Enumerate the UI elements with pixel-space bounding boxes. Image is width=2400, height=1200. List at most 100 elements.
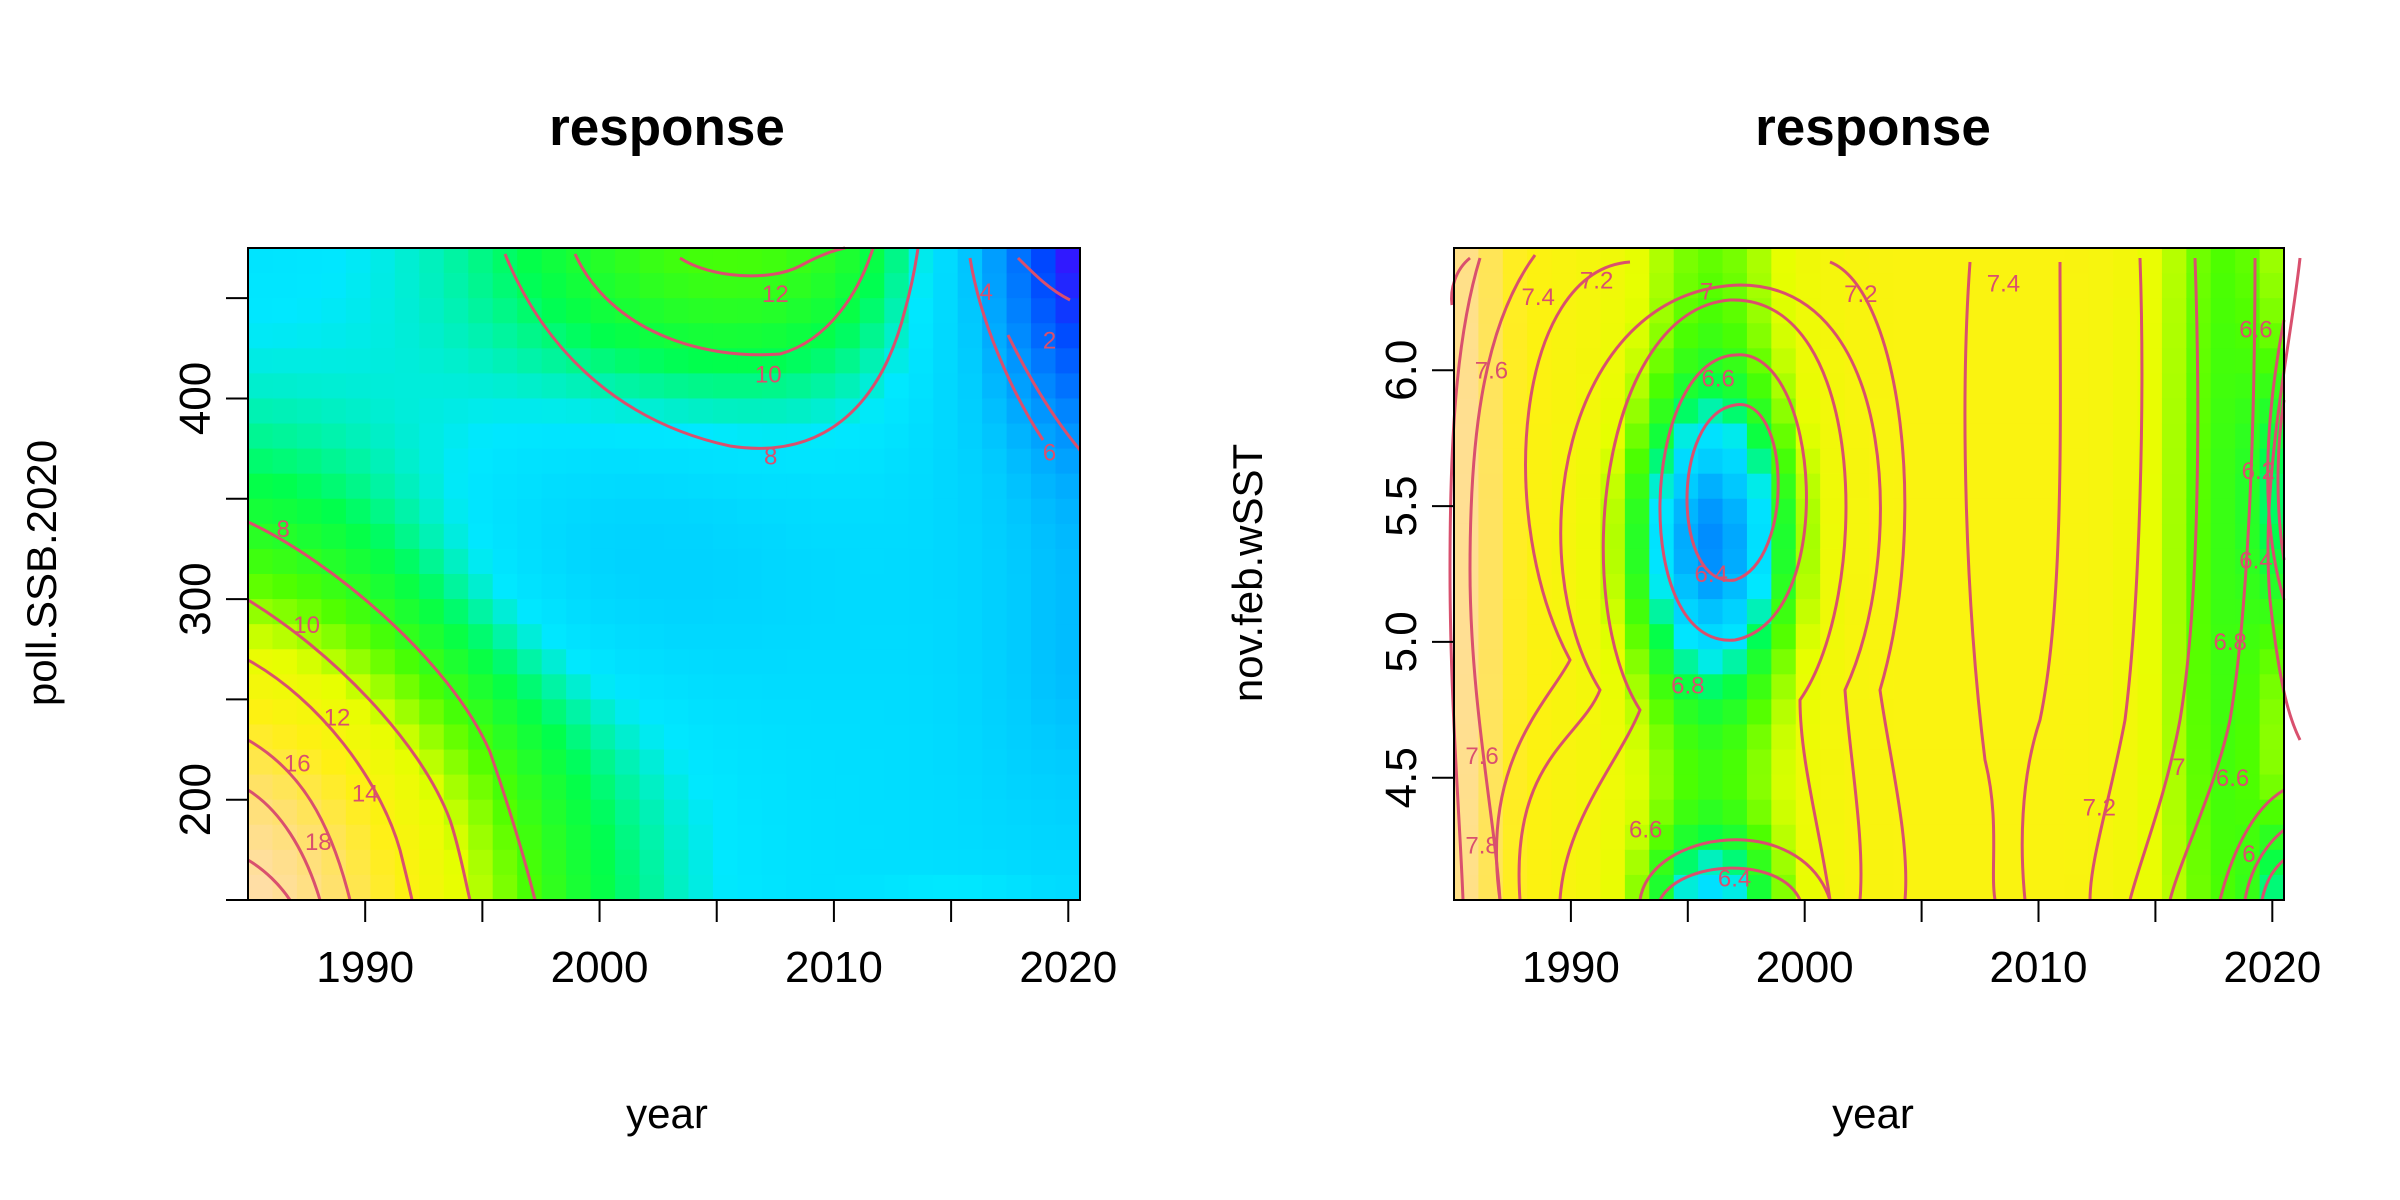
- heatmap-cell: [761, 373, 787, 400]
- heatmap-cell: [2039, 749, 2065, 776]
- heatmap-cell: [1820, 774, 1846, 801]
- heatmap-cell: [1673, 323, 1699, 349]
- heatmap-cell: [957, 423, 983, 450]
- heatmap-cell: [2064, 273, 2090, 299]
- heatmap-cell: [370, 523, 396, 550]
- heatmap-cell: [1991, 774, 2017, 801]
- heatmap-cell: [296, 423, 323, 450]
- heatmap-cell: [810, 523, 836, 550]
- heatmap-cell: [2113, 774, 2139, 801]
- heatmap-cell: [908, 649, 934, 675]
- heatmap-cell: [688, 724, 714, 751]
- heatmap-cell: [1917, 523, 1943, 550]
- heatmap-cell: [1820, 824, 1846, 851]
- heatmap-cell: [810, 724, 836, 751]
- heatmap-cell: [1966, 548, 1992, 575]
- heatmap-cell: [443, 649, 469, 675]
- heatmap-cell: [639, 799, 665, 826]
- heatmap-cell: [639, 574, 665, 600]
- panel-1-contours: [247, 246, 1082, 901]
- heatmap-cell: [982, 523, 1008, 550]
- heatmap-cell: [884, 849, 910, 876]
- panel-2-plot-box: [1453, 247, 2285, 901]
- heatmap-cell: [2064, 548, 2090, 575]
- heatmap-cell: [1624, 874, 1650, 901]
- heatmap-cell: [761, 874, 787, 901]
- heatmap-cell: [786, 298, 812, 324]
- heatmap-cell: [859, 774, 885, 801]
- heatmap-cell: [296, 373, 323, 400]
- heatmap-cell: [1991, 724, 2017, 751]
- heatmap-cell: [982, 674, 1008, 700]
- heatmap-cell: [468, 248, 494, 274]
- heatmap-cell: [1844, 849, 1870, 876]
- heatmap-cell: [1795, 448, 1821, 475]
- contour-label: 7.6: [1465, 743, 1498, 770]
- heatmap-cell: [1942, 473, 1968, 500]
- heatmap-cell: [272, 398, 298, 425]
- heatmap-cell: [1917, 473, 1943, 500]
- heatmap-cell: [1917, 373, 1943, 400]
- heatmap-cell: [884, 548, 910, 575]
- heatmap-cell: [1454, 599, 1480, 625]
- heatmap-cell: [345, 373, 371, 400]
- heatmap-cell: [394, 398, 420, 425]
- heatmap-cell: [1673, 799, 1699, 826]
- heatmap-cell: [1055, 448, 1081, 475]
- heatmap-cell: [639, 423, 665, 450]
- heatmap-cell: [664, 298, 690, 324]
- heatmap-cell: [835, 749, 861, 776]
- panel-1-y-axis: 200 300 400: [171, 297, 248, 901]
- heatmap-cell: [1917, 599, 1943, 625]
- heatmap-cell: [345, 323, 371, 349]
- heatmap-cell: [2064, 523, 2090, 550]
- heatmap-cell: [1600, 298, 1626, 324]
- heatmap-cell: [1942, 523, 1968, 550]
- heatmap-cell: [664, 574, 690, 600]
- heatmap-cell: [566, 674, 592, 700]
- heatmap-cell: [1502, 498, 1528, 525]
- heatmap-cell: [933, 724, 959, 751]
- heatmap-cell: [1771, 323, 1797, 349]
- heatmap-cell: [1893, 624, 1919, 650]
- panel-1-contour-2: [1016, 256, 1071, 302]
- heatmap-cell: [541, 674, 567, 700]
- heatmap-cell: [541, 649, 567, 675]
- heatmap-cell: [517, 599, 543, 625]
- heatmap-cell: [761, 423, 787, 450]
- heatmap-cell: [908, 348, 934, 374]
- heatmap-cell: [810, 649, 836, 675]
- heatmap-cell: [419, 473, 445, 500]
- heatmap-cell: [2235, 574, 2261, 600]
- panel-1-x-axis: 1990 2000 2010 2020: [316, 900, 1117, 992]
- heatmap-cell: [1942, 248, 1968, 274]
- heatmap-cell: [786, 548, 812, 575]
- heatmap-cell: [835, 699, 861, 726]
- heatmap-cell: [1942, 448, 1968, 475]
- heatmap-cell: [321, 774, 347, 801]
- panel-1-contour-12: [679, 246, 846, 278]
- heatmap-cell: [982, 649, 1008, 675]
- heatmap-cell: [2113, 473, 2139, 500]
- heatmap-cell: [1893, 649, 1919, 675]
- heatmap-cell: [1966, 373, 1992, 400]
- heatmap-cell: [786, 498, 812, 525]
- heatmap-cell: [1006, 674, 1032, 700]
- contour-label: 4: [980, 279, 993, 306]
- heatmap-cell: [566, 724, 592, 751]
- heatmap-cell: [2259, 699, 2285, 726]
- heatmap-cell: [957, 599, 983, 625]
- heatmap-cell: [1454, 749, 1480, 776]
- heatmap-cell: [492, 398, 518, 425]
- heatmap-cell: [1722, 248, 1748, 274]
- heatmap-cell: [1006, 574, 1032, 600]
- heatmap-cell: [2088, 348, 2114, 374]
- contour-label: 7.2: [1580, 268, 1613, 295]
- heatmap-cell: [639, 749, 665, 776]
- heatmap-cell: [541, 423, 567, 450]
- heatmap-cell: [1624, 523, 1650, 550]
- heatmap-cell: [2064, 574, 2090, 600]
- heatmap-cell: [1746, 874, 1772, 901]
- heatmap-cell: [615, 473, 641, 500]
- heatmap-cell: [786, 724, 812, 751]
